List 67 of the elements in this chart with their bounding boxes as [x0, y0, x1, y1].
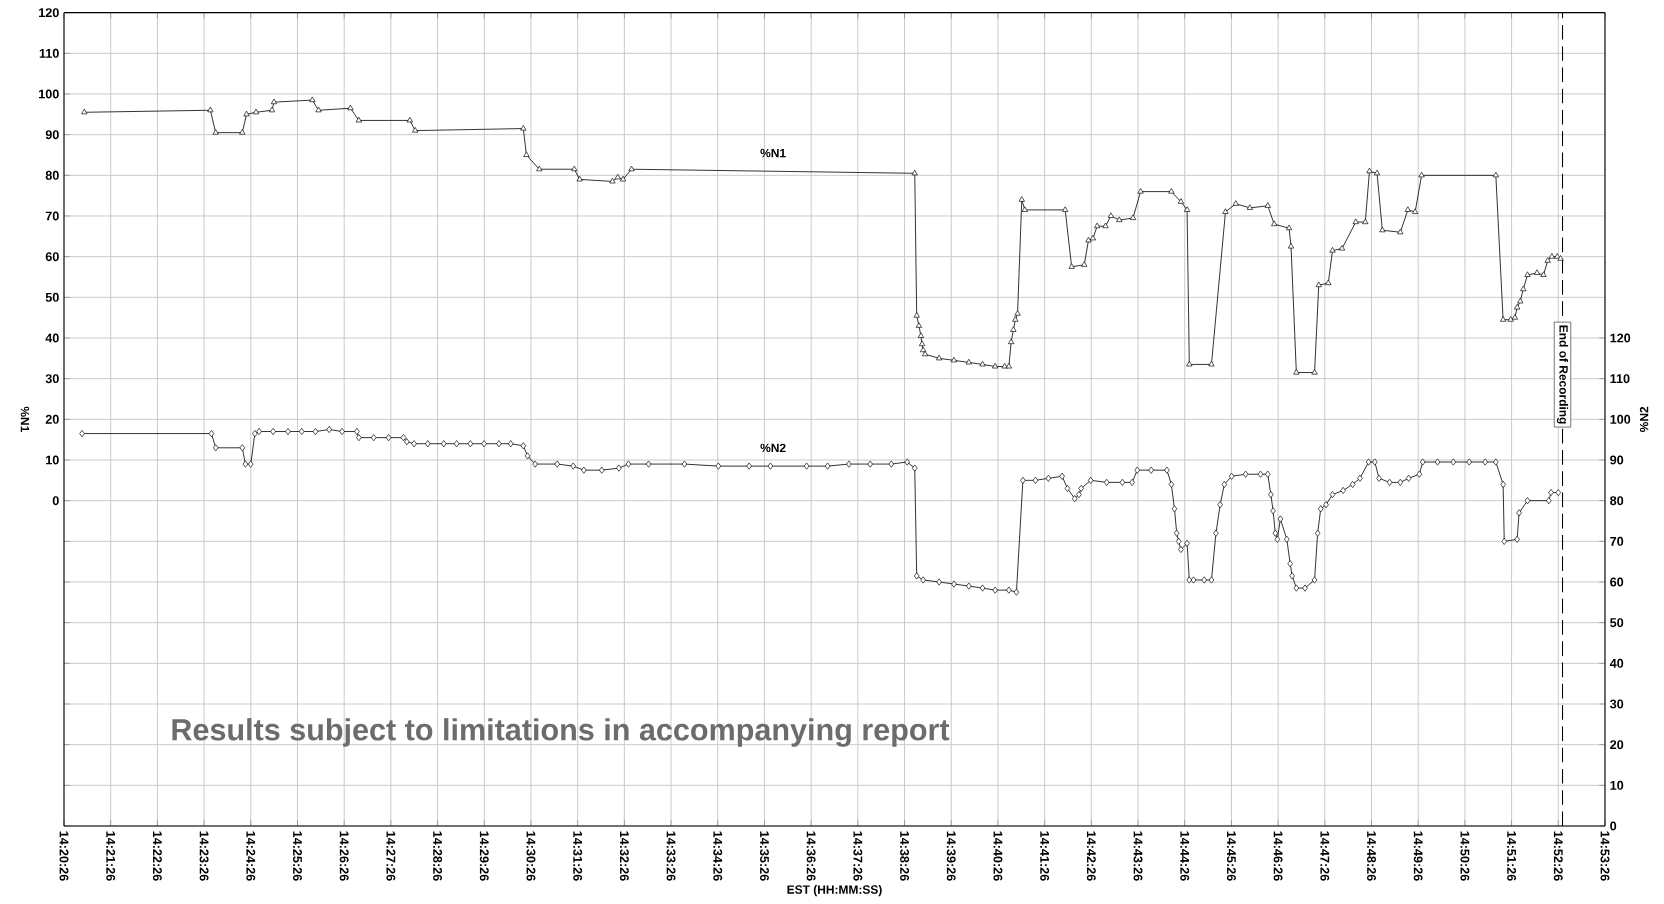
- x-tick-label: 14:49:26: [1413, 831, 1423, 881]
- x-tick-label: 14:21:26: [106, 831, 116, 881]
- x-tick-label: 14:29:26: [479, 831, 489, 881]
- x-tick-label: 14:50:26: [1460, 831, 1470, 881]
- x-tick-label: 14:47:26: [1320, 831, 1330, 881]
- x-tick-label: 14:20:26: [59, 831, 69, 881]
- y2-tick-label: 20: [1610, 740, 1624, 750]
- y-tick-label: 80: [45, 170, 59, 180]
- x-tick-label: 14:41:26: [1040, 831, 1050, 881]
- y-tick-label: 50: [45, 292, 59, 302]
- x-tick-label: 14:51:26: [1507, 831, 1517, 881]
- y2-tick-label: 30: [1609, 699, 1624, 709]
- x-tick-label: 14:46:26: [1273, 831, 1283, 881]
- x-tick-label: 14:43:26: [1133, 831, 1143, 881]
- x-tick-label: 14:24:26: [246, 831, 256, 881]
- y2-tick-label: 100: [1610, 414, 1631, 424]
- x-tick-label: 14:31:26: [573, 831, 583, 881]
- y2-tick-label: 90: [1610, 455, 1624, 465]
- y2-tick-label: 10: [1610, 780, 1624, 790]
- ref-line-label: End of Recording: [1556, 325, 1569, 424]
- x-tick-label: 14:33:26: [666, 831, 676, 881]
- x-tick-label: 14:27:26: [386, 831, 396, 881]
- y-tick-label: 30: [45, 374, 59, 384]
- x-tick-label: 14:30:26: [526, 831, 536, 881]
- series-label: %N1: [760, 148, 786, 158]
- y-tick-label: 70: [45, 211, 59, 221]
- x-tick-label: 14:38:26: [900, 831, 910, 881]
- x-tick-label: 14:42:26: [1086, 831, 1096, 881]
- x-tick-label: 14:39:26: [946, 831, 956, 881]
- y2-tick-label: 120: [1610, 333, 1631, 343]
- y-tick-label: 120: [39, 8, 59, 18]
- y2-tick-label: 80: [1610, 496, 1624, 506]
- y-axis-title: %N1: [20, 406, 30, 432]
- annotation: Results subject to limitations in accompanying report: [172, 718, 950, 747]
- x-tick-label: 14:34:26: [713, 831, 723, 881]
- x-tick-label: 14:40:26: [993, 831, 1003, 881]
- x-tick-label: 14:23:26: [199, 831, 209, 881]
- y2-tick-label: 40: [1609, 658, 1624, 668]
- x-tick-label: 14:22:26: [152, 831, 162, 881]
- x-tick-label: 14:44:26: [1180, 831, 1190, 881]
- y-tick-label: 60: [45, 252, 59, 262]
- x-tick-label: 14:26:26: [339, 831, 349, 881]
- x-tick-label: 14:32:26: [619, 831, 629, 881]
- y-tick-label: 40: [45, 333, 59, 343]
- x-tick-label: 14:25:26: [293, 831, 302, 881]
- y2-axis-title: %N2: [1639, 406, 1649, 432]
- y-tick-label: 10: [46, 455, 59, 465]
- x-tick-label: 14:52:26: [1553, 831, 1563, 881]
- x-axis-title: EST (HH:MM:SS): [787, 885, 882, 897]
- x-tick-label: 14:28:26: [433, 831, 443, 881]
- x-tick-label: 14:37:26: [853, 831, 863, 881]
- y-tick-label: 100: [39, 89, 59, 99]
- x-tick-label: 14:45:26: [1226, 831, 1236, 881]
- x-tick-label: 14:48:26: [1367, 831, 1376, 881]
- y2-tick-label: 70: [1610, 536, 1624, 546]
- series-label: %N2: [760, 443, 786, 453]
- y2-tick-label: 110: [1610, 374, 1630, 384]
- y-tick-label: 90: [45, 130, 59, 140]
- y-tick-label: 110: [39, 48, 59, 58]
- y-tick-label: 0: [52, 496, 59, 506]
- x-tick-label: 14:36:26: [806, 831, 816, 881]
- y-tick-label: 20: [45, 414, 59, 424]
- y2-tick-label: 50: [1610, 618, 1624, 628]
- y2-tick-label: 60: [1610, 577, 1624, 587]
- y2-tick-label: 0: [1610, 821, 1617, 831]
- x-tick-label: 14:35:26: [759, 831, 769, 881]
- x-tick-label: 14:53:26: [1600, 831, 1610, 881]
